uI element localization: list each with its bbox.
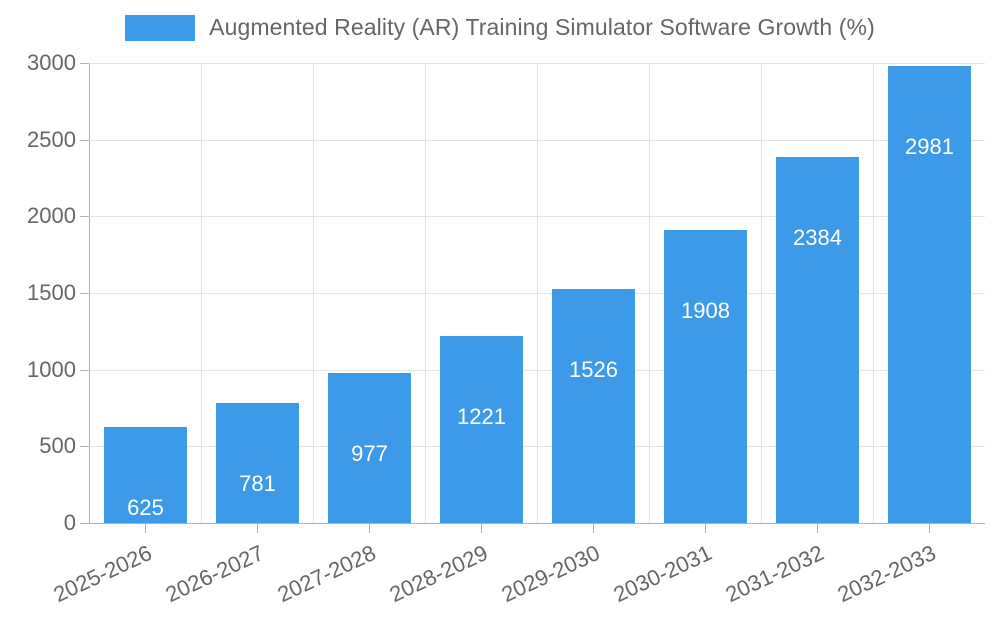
bar-value-label: 781 — [239, 471, 276, 497]
bar-value-label: 2384 — [793, 225, 842, 251]
bar[interactable]: 1221 — [440, 335, 523, 523]
bar-value-label: 1908 — [681, 298, 730, 324]
y-axis-tick-label: 3000 — [27, 50, 76, 75]
x-axis-tick-mark — [593, 524, 594, 533]
bar-value-label: 2981 — [905, 133, 954, 159]
bar[interactable]: 1908 — [664, 230, 747, 523]
y-axis-tick-mark — [80, 216, 89, 218]
legend-label: Augmented Reality (AR) Training Simulato… — [209, 14, 875, 40]
x-axis-tick-mark — [257, 524, 258, 533]
bar[interactable]: 2384 — [776, 157, 859, 523]
vertical-gridline — [761, 63, 762, 523]
bar-value-label: 1221 — [457, 403, 506, 429]
bar[interactable]: 625 — [104, 427, 187, 523]
bar-value-label: 977 — [351, 441, 388, 467]
y-axis-tick-mark — [80, 369, 89, 371]
vertical-gridline — [201, 63, 202, 523]
vertical-gridline — [425, 63, 426, 523]
y-axis-tick-mark — [80, 139, 89, 141]
x-axis-tick-mark — [929, 524, 930, 533]
plot-area: 625 781 977 1221 1526 1908 2384 2981 — [89, 63, 985, 523]
y-axis-tick-label: 2500 — [27, 126, 76, 152]
y-axis-tick-label: 500 — [39, 433, 76, 459]
x-axis-line — [89, 523, 985, 524]
vertical-gridline — [313, 63, 314, 523]
bar[interactable]: 977 — [328, 373, 411, 523]
y-axis-tick-label: 1500 — [27, 280, 76, 305]
y-axis: 0 500 1000 1500 2000 2500 3000 — [0, 0, 89, 600]
vertical-gridline — [873, 63, 874, 523]
y-axis-tick-label: 2000 — [27, 203, 76, 229]
bar-value-label: 625 — [127, 495, 164, 521]
y-axis-tick-mark — [80, 446, 89, 448]
x-axis-tick-mark — [369, 524, 370, 533]
vertical-gridline — [649, 63, 650, 523]
y-axis-tick-label: 0 — [63, 510, 76, 535]
bar[interactable]: 2981 — [888, 65, 971, 523]
x-axis-tick-mark — [481, 524, 482, 533]
bar[interactable]: 781 — [216, 403, 299, 523]
y-axis-tick-label: 1000 — [27, 356, 76, 382]
bar[interactable]: 1526 — [552, 289, 635, 523]
bar-chart: Augmented Reality (AR) Training Simulato… — [0, 0, 1000, 608]
legend-color-swatch — [125, 14, 196, 41]
x-axis-tick-mark — [705, 524, 706, 533]
chart-legend: Augmented Reality (AR) Training Simulato… — [0, 14, 1000, 41]
vertical-gridline — [537, 63, 538, 523]
bar-value-label: 1526 — [569, 357, 618, 383]
y-axis-tick-mark — [80, 293, 89, 294]
x-axis-tick-mark — [817, 524, 818, 533]
x-axis-tick-mark — [145, 524, 146, 533]
y-axis-tick-mark — [80, 63, 89, 64]
y-axis-tick-mark — [80, 523, 89, 524]
